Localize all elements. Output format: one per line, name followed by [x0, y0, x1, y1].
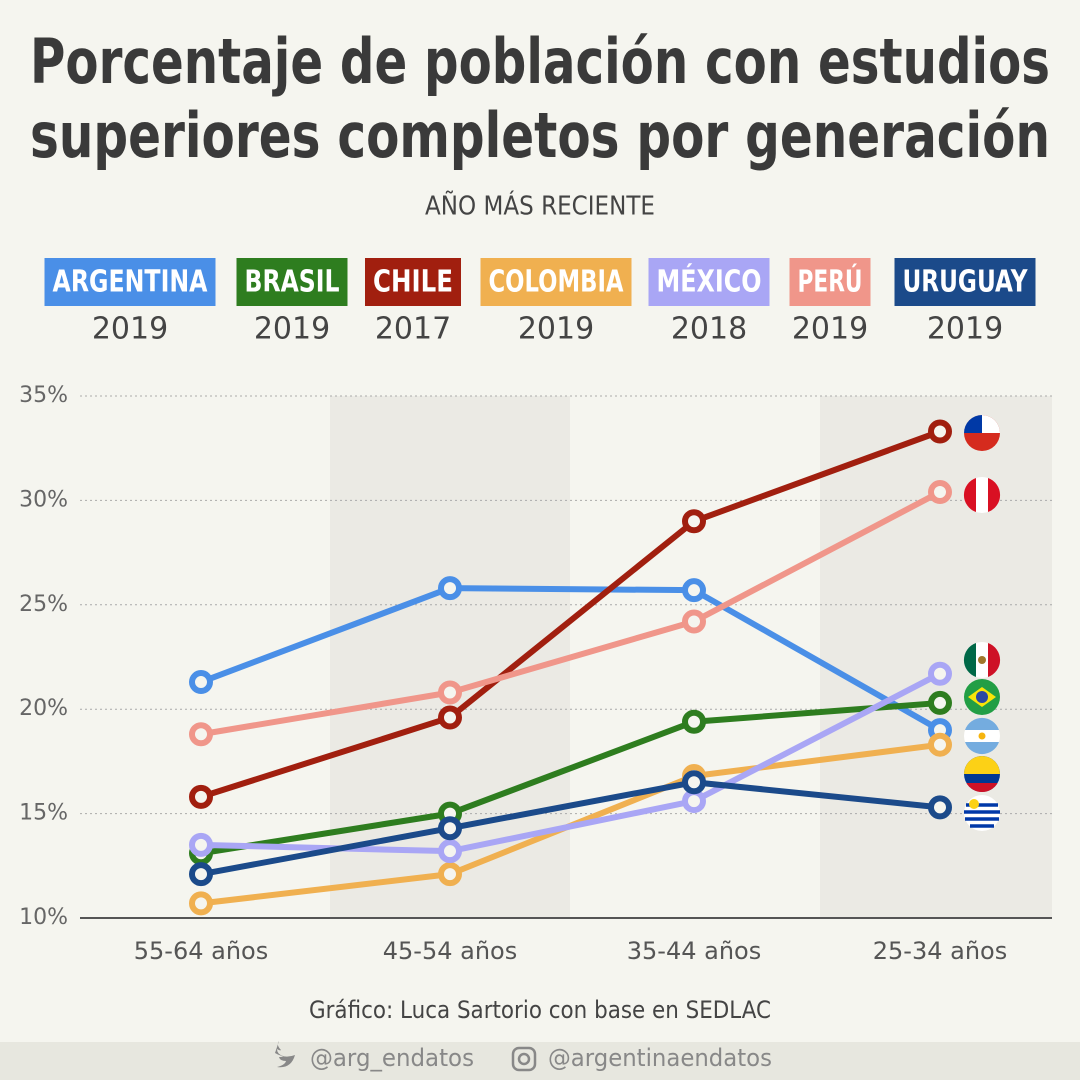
x-tick-label: 55-64 años: [134, 937, 268, 965]
y-tick-label: 20%: [19, 696, 68, 721]
data-point: [682, 709, 706, 734]
data-point: [438, 816, 462, 841]
chart-subtitle: AÑO MÁS RECIENTE: [425, 190, 655, 222]
series-line: [199, 585, 942, 733]
series-line: [200, 779, 941, 878]
legend-year: 2019: [927, 312, 1003, 347]
legend-label: URUGUAY: [903, 265, 1029, 300]
chart-title: Porcentaje de población con estudios: [30, 25, 1050, 98]
y-tick-label: 30%: [19, 487, 68, 512]
data-point: [682, 578, 706, 603]
y-tick-label: 35%: [19, 383, 68, 408]
series-line: [200, 671, 942, 855]
legend-swatch: [648, 258, 770, 306]
data-point: [928, 419, 952, 444]
data-point: [438, 705, 462, 730]
x-tick-label: 25-34 años: [873, 937, 1007, 965]
legend-label: BRASIL: [245, 265, 340, 300]
legend-label: CHILE: [373, 265, 453, 300]
data-point: [189, 862, 213, 887]
instagram-icon: [511, 1046, 537, 1072]
legend-swatch: [480, 258, 632, 306]
chart-title: superiores completos por generación: [30, 99, 1050, 172]
legend-year: 2019: [92, 312, 168, 347]
data-point: [928, 480, 952, 505]
legend-swatch: [789, 258, 871, 306]
flags: [963, 415, 1001, 831]
twitter-handle[interactable]: @arg_endatos: [310, 1044, 474, 1072]
instagram-icon: [517, 1052, 531, 1066]
instagram-handle[interactable]: @argentinaendatos: [548, 1044, 772, 1072]
legend-label: COLOMBIA: [489, 265, 625, 300]
x-tick-label: 35-44 años: [627, 937, 761, 965]
data-point: [189, 722, 213, 747]
legend-year: 2019: [792, 312, 868, 347]
data-point: [438, 576, 462, 601]
legend-swatch: [236, 258, 348, 306]
data-point: [928, 690, 952, 715]
legend-label: PERÚ: [798, 263, 863, 300]
legend-year: 2019: [254, 312, 330, 347]
data-point: [438, 680, 462, 705]
series-line: [200, 428, 942, 800]
data-point: [682, 770, 706, 795]
data-point: [438, 862, 462, 887]
series-line: [200, 699, 941, 857]
data-point: [928, 661, 952, 686]
data-point: [928, 732, 952, 757]
legend-swatch: [894, 258, 1036, 306]
legend-year: 2019: [518, 312, 594, 347]
data-point: [928, 795, 952, 820]
data-point: [438, 839, 462, 864]
legend-label: MÉXICO: [657, 264, 762, 300]
data-point: [189, 784, 213, 809]
x-tick-label: 45-54 años: [383, 937, 517, 965]
legend-year: 2018: [671, 312, 747, 347]
legend-swatch: [44, 258, 216, 306]
legend-year: 2017: [375, 312, 451, 347]
data-point: [189, 832, 213, 857]
footer-band: [0, 1042, 1080, 1080]
series-line: [200, 489, 942, 738]
band: [820, 396, 1052, 918]
data-point: [682, 509, 706, 534]
source: Gráfico: Luca Sartorio con base en SEDLA…: [309, 996, 771, 1024]
y-tick-label: 25%: [19, 592, 68, 617]
legend-label: ARGENTINA: [53, 265, 209, 300]
y-tick-label: 15%: [19, 801, 68, 826]
y-tick-label: 10%: [19, 905, 68, 930]
data-point: [682, 789, 706, 814]
legend-swatch: [365, 258, 461, 306]
data-point: [189, 891, 213, 916]
data-point: [189, 670, 213, 695]
twitter-icon: [275, 1041, 295, 1068]
data-point: [682, 609, 706, 634]
